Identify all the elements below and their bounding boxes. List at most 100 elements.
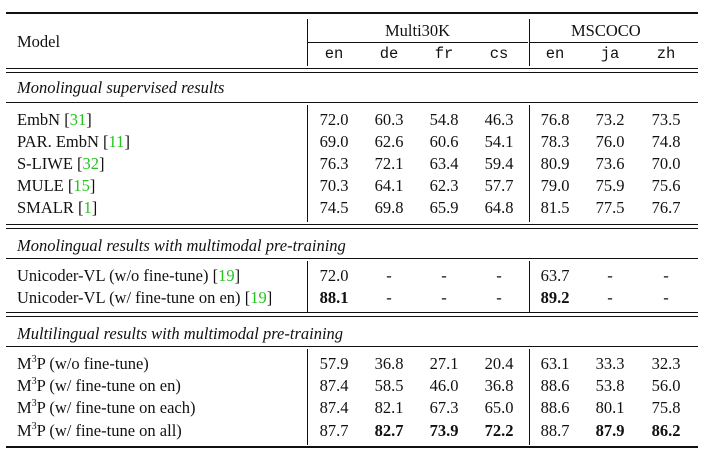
value-cell-0-1-5: 76.0 <box>595 132 625 151</box>
value-cell-2-1-5: 53.8 <box>595 376 625 395</box>
model-name-0-2: S-LIWE [32] <box>17 154 105 173</box>
value-cell-2-3-2: 73.9 <box>429 421 459 440</box>
lang-header-0: en <box>324 45 344 63</box>
value-cell-0-1-6: 74.8 <box>651 132 681 151</box>
citation-link[interactable]: 1 <box>83 198 92 217</box>
value-cell-0-3-4: 79.0 <box>540 176 570 195</box>
value-cell-1-0-0: 72.0 <box>319 266 349 285</box>
section-vline-b-1 <box>529 261 530 312</box>
section-title-0: Monolingual supervised results <box>17 78 225 97</box>
value-cell-2-1-4: 88.6 <box>540 376 570 395</box>
value-cell-0-0-0: 72.0 <box>319 110 349 129</box>
value-cell-0-0-1: 60.3 <box>374 110 404 129</box>
section-rule-2 <box>6 346 698 347</box>
model-name-text: SMALR <box>17 198 74 217</box>
value-cell-1-0-3: - <box>496 266 502 285</box>
model-name-0-1: PAR. EmbN [11] <box>17 132 130 151</box>
model-name-text: MULE <box>17 176 64 195</box>
value-cell-2-2-4: 88.6 <box>540 398 570 417</box>
citation-link[interactable]: 31 <box>69 110 87 129</box>
value-cell-0-2-3: 59.4 <box>484 154 514 173</box>
section-title-1: Monolingual results with multimodal pre-… <box>17 236 346 255</box>
value-cell-2-3-0: 87.7 <box>319 421 349 440</box>
top-rule <box>6 12 698 14</box>
value-cell-2-0-2: 27.1 <box>429 354 459 373</box>
lang-header-3: cs <box>489 45 509 63</box>
model-name-0-4: SMALR [1] <box>17 198 98 217</box>
value-cell-0-1-0: 69.0 <box>319 132 349 151</box>
value-cell-2-0-1: 36.8 <box>374 354 404 373</box>
citation-link[interactable]: 19 <box>250 288 267 307</box>
value-cell-2-1-1: 58.5 <box>374 376 404 395</box>
value-cell-0-3-3: 57.7 <box>484 176 514 195</box>
header-vline-1 <box>307 19 308 66</box>
value-cell-0-3-6: 75.6 <box>651 176 681 195</box>
group-underline-multi30k <box>308 42 528 43</box>
value-cell-0-1-1: 62.6 <box>374 132 404 151</box>
value-cell-1-1-3: - <box>496 288 502 307</box>
value-cell-0-0-3: 46.3 <box>484 110 514 129</box>
model-name-0-0: EmbN [31] <box>17 110 92 129</box>
value-cell-1-1-4: 89.2 <box>540 288 570 307</box>
value-cell-2-3-1: 82.7 <box>374 421 404 440</box>
model-name-prefix: M <box>17 421 32 440</box>
model-name-suffix: P (w/ fine-tune on each) <box>36 398 196 417</box>
value-cell-1-0-2: - <box>441 266 447 285</box>
section-end-rule-b-0 <box>6 228 698 229</box>
section-end-rule-b-1 <box>6 316 698 317</box>
model-name-superscript: 3 <box>31 397 37 409</box>
section-vline-b-0 <box>529 105 530 222</box>
value-cell-0-4-1: 69.8 <box>374 198 404 217</box>
value-cell-2-3-5: 87.9 <box>595 421 625 440</box>
model-name-2-3: M3P (w/ fine-tune on all) <box>17 421 182 441</box>
value-cell-1-0-4: 63.7 <box>540 266 570 285</box>
value-cell-2-0-6: 32.3 <box>651 354 681 373</box>
bottom-rule <box>6 446 698 448</box>
citation-link[interactable]: 19 <box>218 266 235 285</box>
value-cell-0-3-5: 75.9 <box>595 176 625 195</box>
model-name-2-0: M3P (w/o fine-tune) <box>17 354 149 374</box>
section-rule-0 <box>6 102 698 103</box>
multi30k-header: Multi30K <box>385 21 451 40</box>
value-cell-1-0-6: - <box>663 266 669 285</box>
model-name-superscript: 3 <box>31 375 37 387</box>
lang-header-6: zh <box>656 45 676 63</box>
value-cell-0-3-0: 70.3 <box>319 176 349 195</box>
value-cell-1-0-5: - <box>607 266 613 285</box>
citation-link[interactable]: 15 <box>73 176 90 195</box>
value-cell-2-2-6: 75.8 <box>651 398 681 417</box>
header-vline-2 <box>529 19 530 66</box>
value-cell-1-1-0: 88.1 <box>319 288 349 307</box>
value-cell-0-4-2: 65.9 <box>429 198 459 217</box>
model-name-superscript: 3 <box>31 420 37 432</box>
model-name-suffix: P (w/ fine-tune on en) <box>36 376 181 395</box>
value-cell-2-3-3: 72.2 <box>484 421 514 440</box>
value-cell-2-3-6: 86.2 <box>651 421 681 440</box>
section-end-rule-a-1 <box>6 312 698 313</box>
header-rule-1 <box>6 68 698 69</box>
value-cell-2-2-0: 87.4 <box>319 398 349 417</box>
lang-header-1: de <box>379 45 399 63</box>
lang-header-4: en <box>545 45 565 63</box>
value-cell-2-2-2: 67.3 <box>429 398 459 417</box>
value-cell-2-1-2: 46.0 <box>429 376 459 395</box>
value-cell-2-2-3: 65.0 <box>484 398 514 417</box>
header-rule-2 <box>6 72 698 73</box>
model-name-2-2: M3P (w/ fine-tune on each) <box>17 398 196 418</box>
value-cell-0-1-4: 78.3 <box>540 132 570 151</box>
model-name-1-0: Unicoder-VL (w/o fine-tune) [19] <box>17 266 241 285</box>
value-cell-2-3-4: 88.7 <box>540 421 570 440</box>
value-cell-0-0-5: 73.2 <box>595 110 625 129</box>
model-name-text: EmbN <box>17 110 61 129</box>
value-cell-2-0-0: 57.9 <box>319 354 349 373</box>
value-cell-1-1-6: - <box>663 288 669 307</box>
section-vline-b-2 <box>529 349 530 445</box>
section-rule-1 <box>6 258 698 259</box>
citation-link[interactable]: 32 <box>82 154 100 173</box>
value-cell-0-0-6: 73.5 <box>651 110 681 129</box>
value-cell-2-0-4: 63.1 <box>540 354 570 373</box>
model-name-suffix: P (w/o fine-tune) <box>36 354 149 373</box>
model-name-2-1: M3P (w/ fine-tune on en) <box>17 376 181 396</box>
citation-link[interactable]: 11 <box>108 132 125 151</box>
value-cell-1-1-1: - <box>386 288 392 307</box>
